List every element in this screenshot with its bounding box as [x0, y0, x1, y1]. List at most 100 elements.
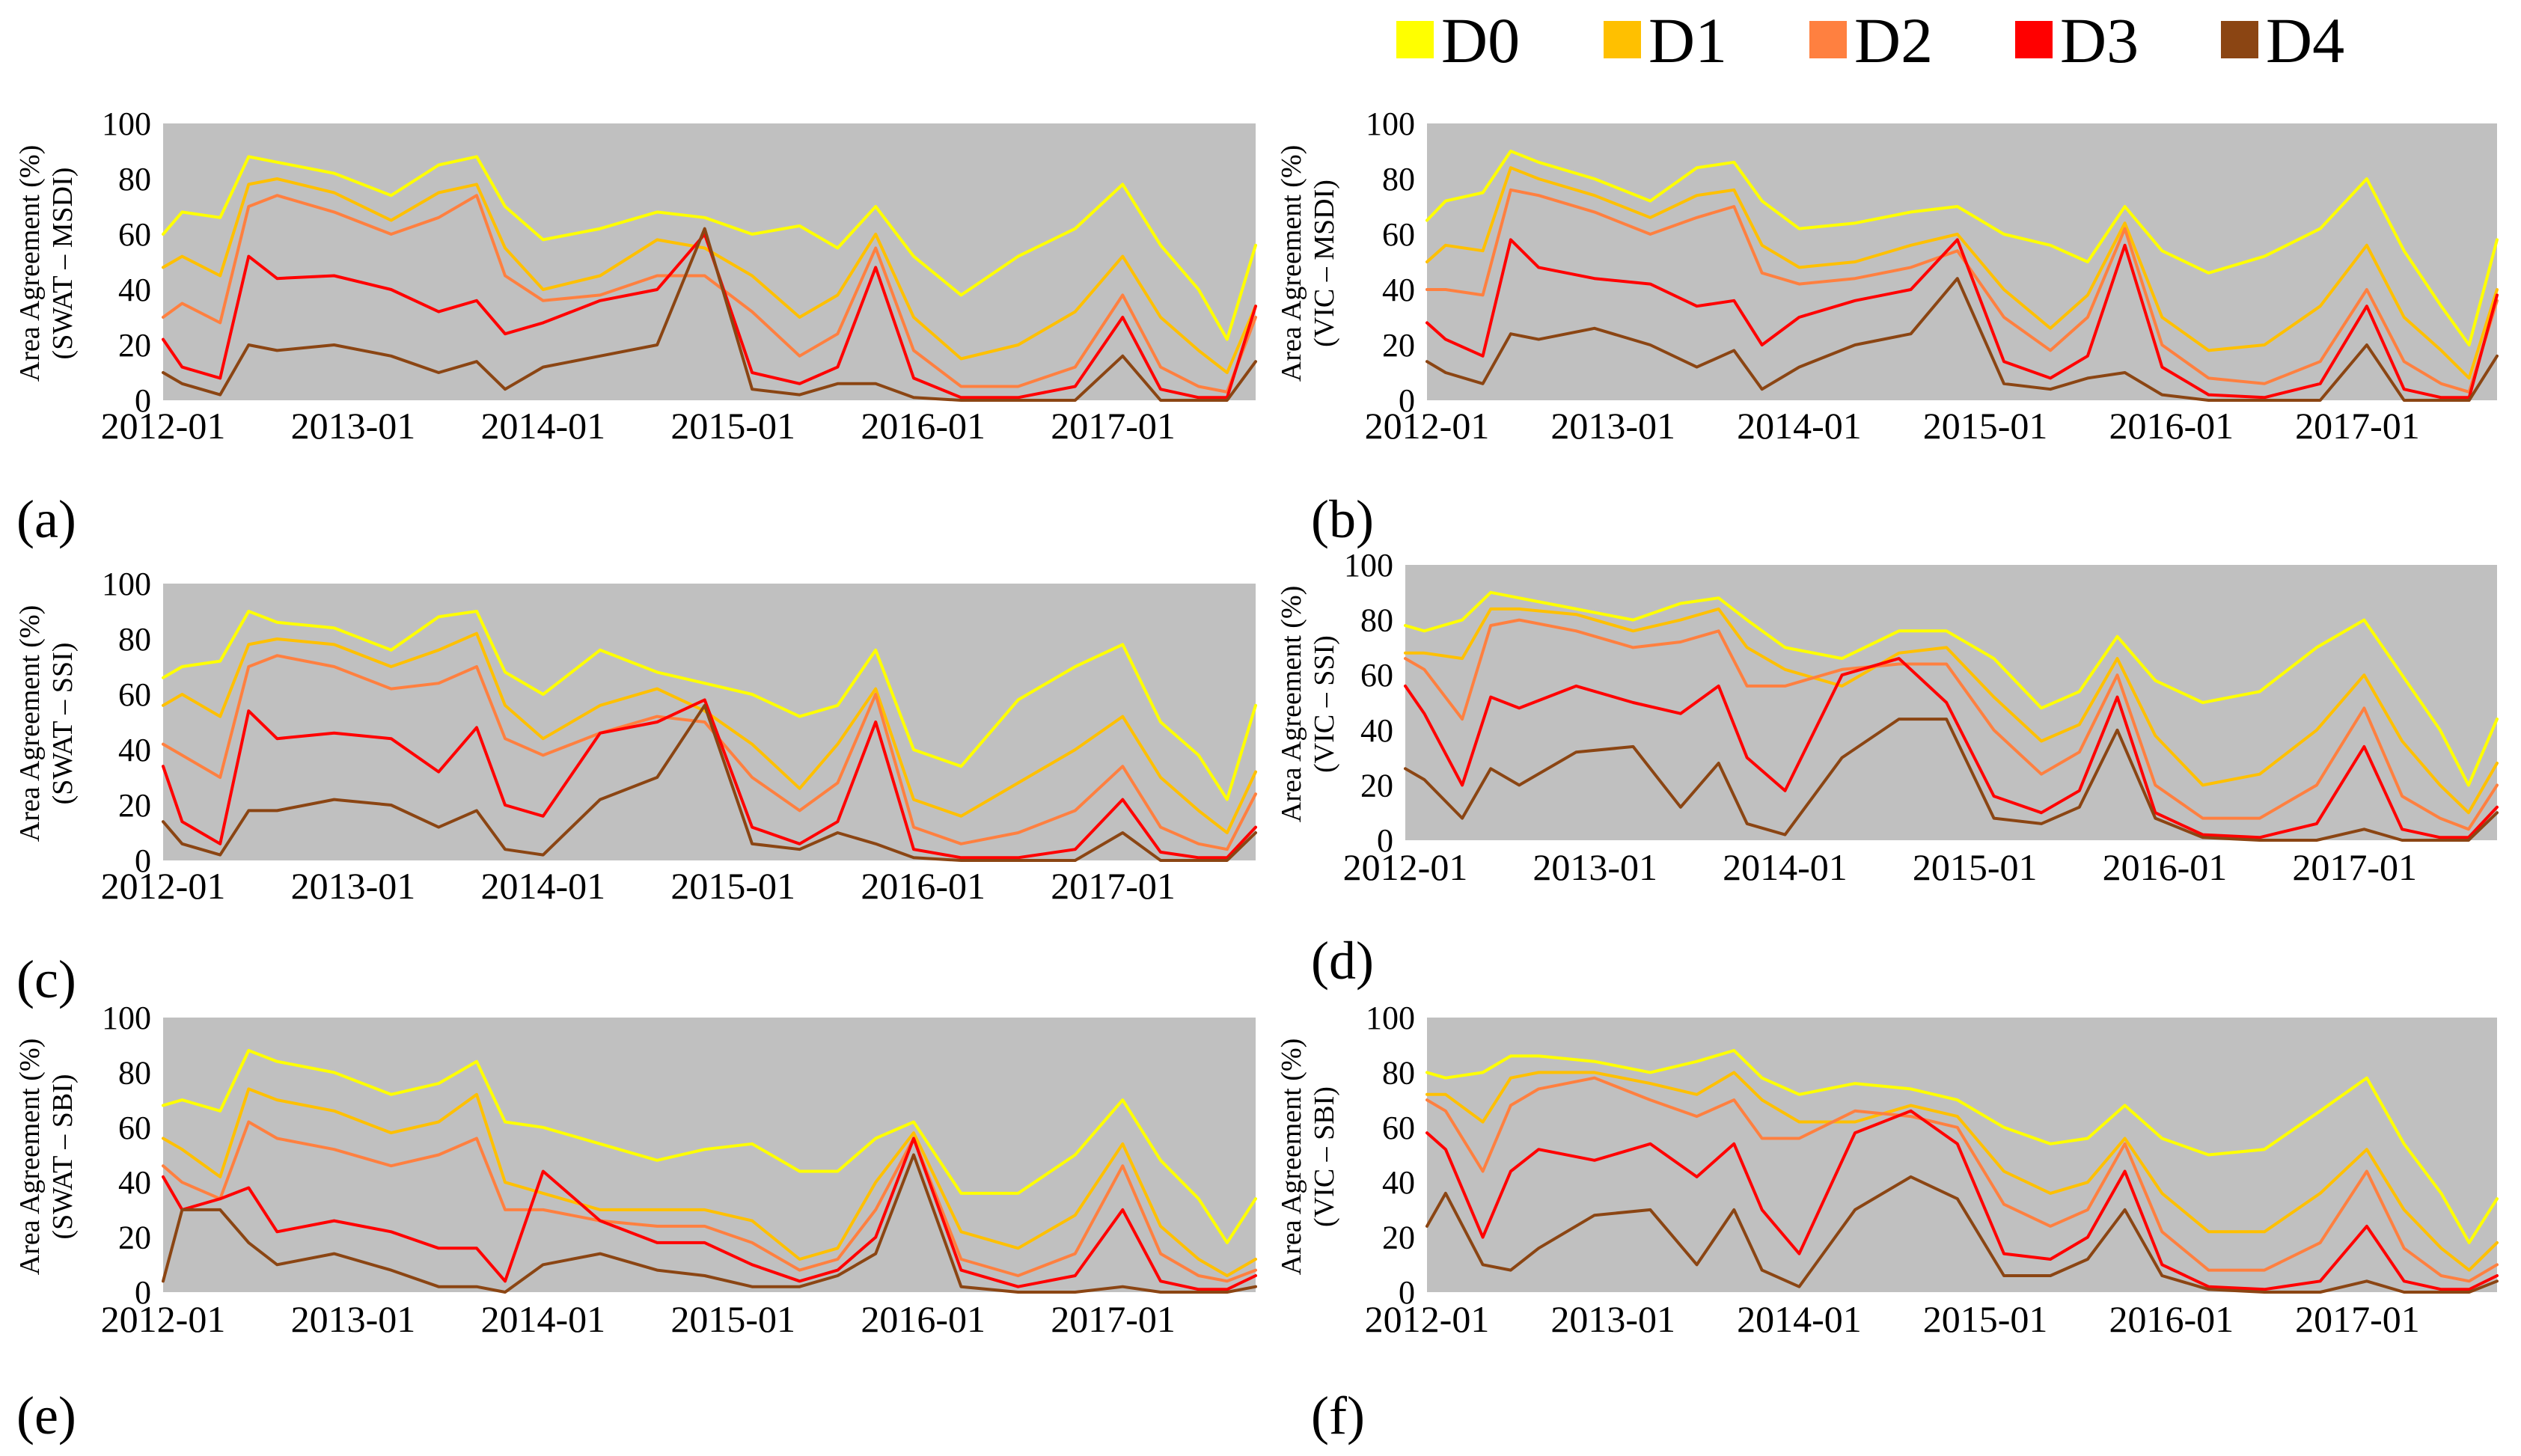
- y-axis-label-line2: (SWAT – SBI): [47, 1074, 79, 1240]
- y-tick-label: 100: [1366, 1000, 1415, 1036]
- series-line-d2: [1404, 618, 2499, 831]
- x-tick-label: 2015-01: [670, 1298, 795, 1340]
- x-tick-label: 2013-01: [1533, 846, 1657, 888]
- series-line-d2: [162, 194, 1257, 394]
- panel-label: (b): [1311, 489, 1374, 549]
- legend-swatch-d4: [2221, 21, 2258, 58]
- y-tick-label: 0: [1377, 822, 1393, 859]
- x-tick-label: 2015-01: [1923, 1298, 2048, 1340]
- x-tick-label: 2012-01: [1365, 405, 1490, 447]
- legend: D0 D1 D2 D3 D4: [1396, 4, 2344, 76]
- x-tick-label: 2013-01: [1550, 1298, 1675, 1340]
- panel-b: 0 20 40 60 80 100 2012-01 2013-01 2014-01 2015-01…: [1276, 105, 2499, 549]
- y-tick-label: 60: [118, 216, 151, 253]
- x-tick-label: 2014-01: [1737, 405, 1862, 447]
- y-tick-label: 20: [1382, 327, 1415, 364]
- y-tick-label: 20: [1360, 767, 1393, 804]
- panel-a: 0 20 40 60 80 100 2012-01 2013-01 2014-01 2015-01…: [14, 105, 1257, 549]
- series-line-d3: [1404, 657, 2499, 839]
- x-tick-label: 2017-01: [1051, 1298, 1176, 1340]
- panel-label: (a): [16, 489, 76, 549]
- y-axis-label: Area Agreement (%)(SWAT – SSI): [14, 605, 79, 842]
- x-tick-label: 2016-01: [2103, 846, 2228, 888]
- panel-label: (f): [1311, 1386, 1365, 1446]
- y-axis-label: Area Agreement (%)(VIC – MSDI): [1276, 145, 1340, 382]
- y-tick-label: 80: [1360, 602, 1393, 639]
- series-line-d0: [162, 155, 1257, 341]
- series-line-d3: [162, 233, 1257, 400]
- x-tick-label: 2016-01: [861, 865, 986, 907]
- series-line-d3: [1425, 238, 2499, 400]
- y-tick-label: 0: [135, 842, 151, 879]
- x-tick-label: 2015-01: [670, 405, 795, 447]
- series-line-d1: [162, 1087, 1257, 1277]
- x-tick-label: 2017-01: [2292, 846, 2417, 888]
- x-tick-label: 2015-01: [670, 865, 795, 907]
- x-tick-label: 2015-01: [1923, 405, 2048, 447]
- y-tick-label: 60: [1360, 657, 1393, 694]
- y-tick-label: 100: [1344, 547, 1393, 584]
- x-tick-label: 2014-01: [1723, 846, 1848, 888]
- x-tick-label: 2012-01: [1343, 846, 1468, 888]
- series-line-d4: [162, 1153, 1257, 1294]
- legend-label-d1: D1: [1648, 4, 1727, 76]
- panel-d: 0 20 40 60 80 100 2012-01 2013-01 2014-01 2015-01…: [1276, 547, 2499, 991]
- panel-label: (c): [16, 949, 76, 1009]
- y-tick-label: 80: [1382, 1054, 1415, 1091]
- legend-swatch-d2: [1809, 21, 1847, 58]
- x-tick-label: 2013-01: [1550, 405, 1675, 447]
- x-tick-label: 2017-01: [2295, 1298, 2420, 1340]
- y-axis-label-line1: Area Agreement (%): [14, 1039, 46, 1276]
- y-axis-label: Area Agreement (%)(SWAT – MSDI): [14, 145, 79, 382]
- x-tick-label: 2014-01: [1737, 1298, 1862, 1340]
- y-axis-label-line2: (VIC – SSI): [1309, 635, 1340, 773]
- y-tick-label: 20: [118, 327, 151, 364]
- series-line-d3: [162, 698, 1257, 860]
- legend-label-d0: D0: [1441, 4, 1520, 76]
- y-axis-label-line1: Area Agreement (%): [14, 605, 46, 842]
- y-tick-label: 60: [1382, 216, 1415, 253]
- y-tick-label: 20: [1382, 1220, 1415, 1256]
- x-tick-label: 2016-01: [861, 405, 986, 447]
- x-tick-label: 2014-01: [480, 405, 605, 447]
- y-axis-label-line1: Area Agreement (%): [1276, 1039, 1307, 1276]
- y-tick-label: 0: [135, 1274, 151, 1311]
- series-line-d0: [1425, 1049, 2499, 1244]
- y-tick-label: 80: [118, 161, 151, 198]
- y-axis-label: Area Agreement (%)(VIC – SSI): [1276, 586, 1340, 823]
- y-tick-label: 40: [118, 272, 151, 308]
- series-line-d0: [162, 1049, 1257, 1244]
- legend-swatch-d1: [1604, 21, 1641, 58]
- x-tick-label: 2016-01: [861, 1298, 986, 1340]
- panel-label: (d): [1311, 931, 1374, 991]
- y-axis-label-line1: Area Agreement (%): [1276, 145, 1307, 382]
- x-tick-label: 2012-01: [101, 405, 226, 447]
- x-tick-label: 2016-01: [2109, 405, 2234, 447]
- series-line-d3: [1425, 1109, 2499, 1291]
- legend-label-d4: D4: [2266, 4, 2344, 76]
- panels: 0 20 40 60 80 100 2012-01 2013-01 2014-01 2015-01…: [14, 105, 2499, 1446]
- x-tick-label: 2014-01: [480, 865, 605, 907]
- series-line-d4: [1425, 1175, 2499, 1294]
- y-tick-label: 60: [1382, 1110, 1415, 1146]
- series-line-d2: [162, 654, 1257, 851]
- panel-label: (e): [16, 1386, 76, 1446]
- series-line-d4: [1404, 718, 2499, 842]
- y-axis-label-line2: (SWAT – MSDI): [47, 168, 79, 360]
- y-tick-label: 40: [118, 732, 151, 768]
- series-line-d0: [1404, 590, 2499, 787]
- x-tick-label: 2014-01: [480, 1298, 605, 1340]
- y-tick-label: 20: [118, 1220, 151, 1256]
- y-tick-label: 0: [1399, 1274, 1415, 1311]
- y-tick-label: 80: [118, 621, 151, 658]
- series-line-d2: [1425, 1076, 2499, 1283]
- x-tick-label: 2017-01: [1051, 405, 1176, 447]
- y-axis-label: Area Agreement (%)(VIC – SBI): [1276, 1039, 1340, 1276]
- series-line-d2: [1425, 188, 2499, 394]
- y-tick-label: 100: [102, 1000, 151, 1036]
- series-line-d0: [162, 610, 1257, 801]
- series-line-d3: [162, 1137, 1257, 1291]
- x-tick-label: 2017-01: [2295, 405, 2420, 447]
- y-tick-label: 40: [1360, 712, 1393, 749]
